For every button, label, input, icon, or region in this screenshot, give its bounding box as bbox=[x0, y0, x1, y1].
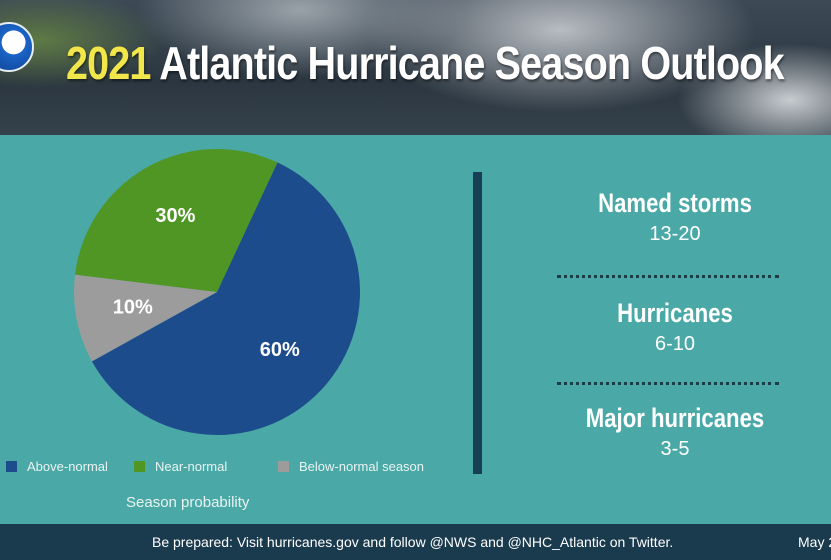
chart-legend: Above-normal Near-normal Below-normal se… bbox=[6, 459, 456, 479]
noaa-logo-icon bbox=[0, 22, 34, 72]
legend-swatch-above-normal bbox=[6, 461, 17, 472]
stat-label-hurricanes: Hurricanes bbox=[617, 298, 733, 328]
legend-swatch-below-normal bbox=[278, 461, 289, 472]
chart-caption: Season probability bbox=[126, 494, 250, 511]
stat-label-named-storms: Named storms bbox=[598, 188, 752, 218]
dotted-separator bbox=[557, 275, 779, 278]
legend-item-near-normal: Near-normal bbox=[134, 459, 227, 474]
header-banner: 2021 Atlantic Hurricane Season Outlook bbox=[0, 0, 831, 135]
stat-value-named-storms: 13-20 bbox=[649, 223, 701, 245]
legend-item-above-normal: Above-normal bbox=[6, 459, 108, 474]
dotted-separator bbox=[557, 382, 779, 385]
pie-slice-near-normal bbox=[75, 149, 278, 292]
stat-value-major-hurricanes: 3-5 bbox=[660, 438, 690, 460]
pie-chart: 60% 10% 30% bbox=[74, 149, 361, 436]
title-year: 2021 bbox=[66, 37, 151, 89]
pie-slice-above-normal bbox=[91, 162, 361, 436]
stat-label-major-hurricanes: Major hurricanes bbox=[585, 403, 765, 433]
stat-hurricanes: Hurricanes 6-10 bbox=[560, 298, 790, 356]
pie-label-below-normal-season: 10% bbox=[113, 297, 153, 319]
legend-item-below-normal: Below-normal season bbox=[278, 459, 424, 474]
legend-swatch-near-normal bbox=[134, 461, 145, 472]
stat-major-hurricanes: Major hurricanes 3-5 bbox=[560, 403, 790, 461]
footer-date: May 2 bbox=[798, 534, 831, 550]
legend-label-above-normal: Above-normal bbox=[27, 459, 108, 474]
footer-text: Be prepared: Visit hurricanes.gov and fo… bbox=[152, 534, 674, 550]
pie-label-above-normal: 60% bbox=[260, 339, 300, 361]
legend-label-near-normal: Near-normal bbox=[155, 459, 228, 474]
pie-slice-below-normal-season bbox=[74, 274, 217, 362]
page-title: 2021 Atlantic Hurricane Season Outlook bbox=[66, 36, 785, 90]
title-text: Atlantic Hurricane Season Outlook bbox=[159, 37, 784, 89]
pie-label-near-normal: 30% bbox=[155, 205, 195, 227]
stat-value-hurricanes: 6-10 bbox=[654, 333, 696, 355]
stat-named-storms: Named storms 13-20 bbox=[560, 188, 790, 246]
vertical-divider bbox=[473, 172, 482, 474]
footer-bar: Be prepared: Visit hurricanes.gov and fo… bbox=[0, 524, 831, 560]
legend-label-below-normal: Below-normal season bbox=[299, 459, 425, 474]
